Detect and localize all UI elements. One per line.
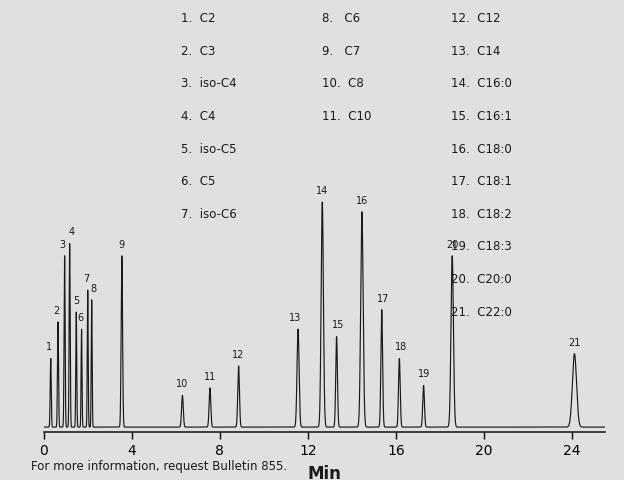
Text: 11.  C10: 11. C10 [322,110,371,123]
Text: 4: 4 [69,228,74,238]
Text: 20.  C20:0: 20. C20:0 [451,273,512,286]
Text: 16.  C18:0: 16. C18:0 [451,143,512,156]
Text: 1.  C2: 1. C2 [181,12,216,25]
Text: 17: 17 [377,294,389,303]
Text: 14.  C16:0: 14. C16:0 [451,77,512,90]
Text: 6.  C5: 6. C5 [181,175,216,188]
Text: For more information, request Bulletin 855.: For more information, request Bulletin 8… [31,460,287,473]
X-axis label: Min: Min [308,465,341,480]
Text: 3: 3 [60,240,66,250]
Text: 18.  C18:2: 18. C18:2 [451,208,512,221]
Text: 5: 5 [74,296,80,306]
Text: 5.  iso-C5: 5. iso-C5 [181,143,236,156]
Text: 9.   C7: 9. C7 [322,45,360,58]
Text: 8.   C6: 8. C6 [322,12,360,25]
Text: 6: 6 [77,313,83,323]
Text: 18: 18 [395,342,407,352]
Text: 17.  C18:1: 17. C18:1 [451,175,512,188]
Text: 19: 19 [417,370,430,379]
Text: 16: 16 [356,196,368,205]
Text: 21: 21 [568,337,581,348]
Text: 3.  iso-C4: 3. iso-C4 [181,77,237,90]
Text: 4.  C4: 4. C4 [181,110,216,123]
Text: 2.  C3: 2. C3 [181,45,216,58]
Text: 10: 10 [177,379,188,389]
Text: 15.  C16:1: 15. C16:1 [451,110,512,123]
Text: 11: 11 [204,372,216,382]
Text: 8: 8 [90,284,97,294]
Text: 21.  C22:0: 21. C22:0 [451,306,512,319]
Text: 13: 13 [290,313,301,323]
Text: 7: 7 [84,274,90,284]
Text: 12.  C12: 12. C12 [451,12,500,25]
Text: 15: 15 [331,321,344,330]
Text: 1: 1 [46,342,52,352]
Text: 7.  iso-C6: 7. iso-C6 [181,208,237,221]
Text: 9: 9 [119,240,125,250]
Text: 10.  C8: 10. C8 [322,77,363,90]
Text: 2: 2 [53,306,59,316]
Text: 12: 12 [232,350,245,360]
Text: 20: 20 [446,240,459,250]
Text: 13.  C14: 13. C14 [451,45,500,58]
Text: 19.  C18:3: 19. C18:3 [451,240,512,253]
Text: 14: 14 [316,186,328,196]
